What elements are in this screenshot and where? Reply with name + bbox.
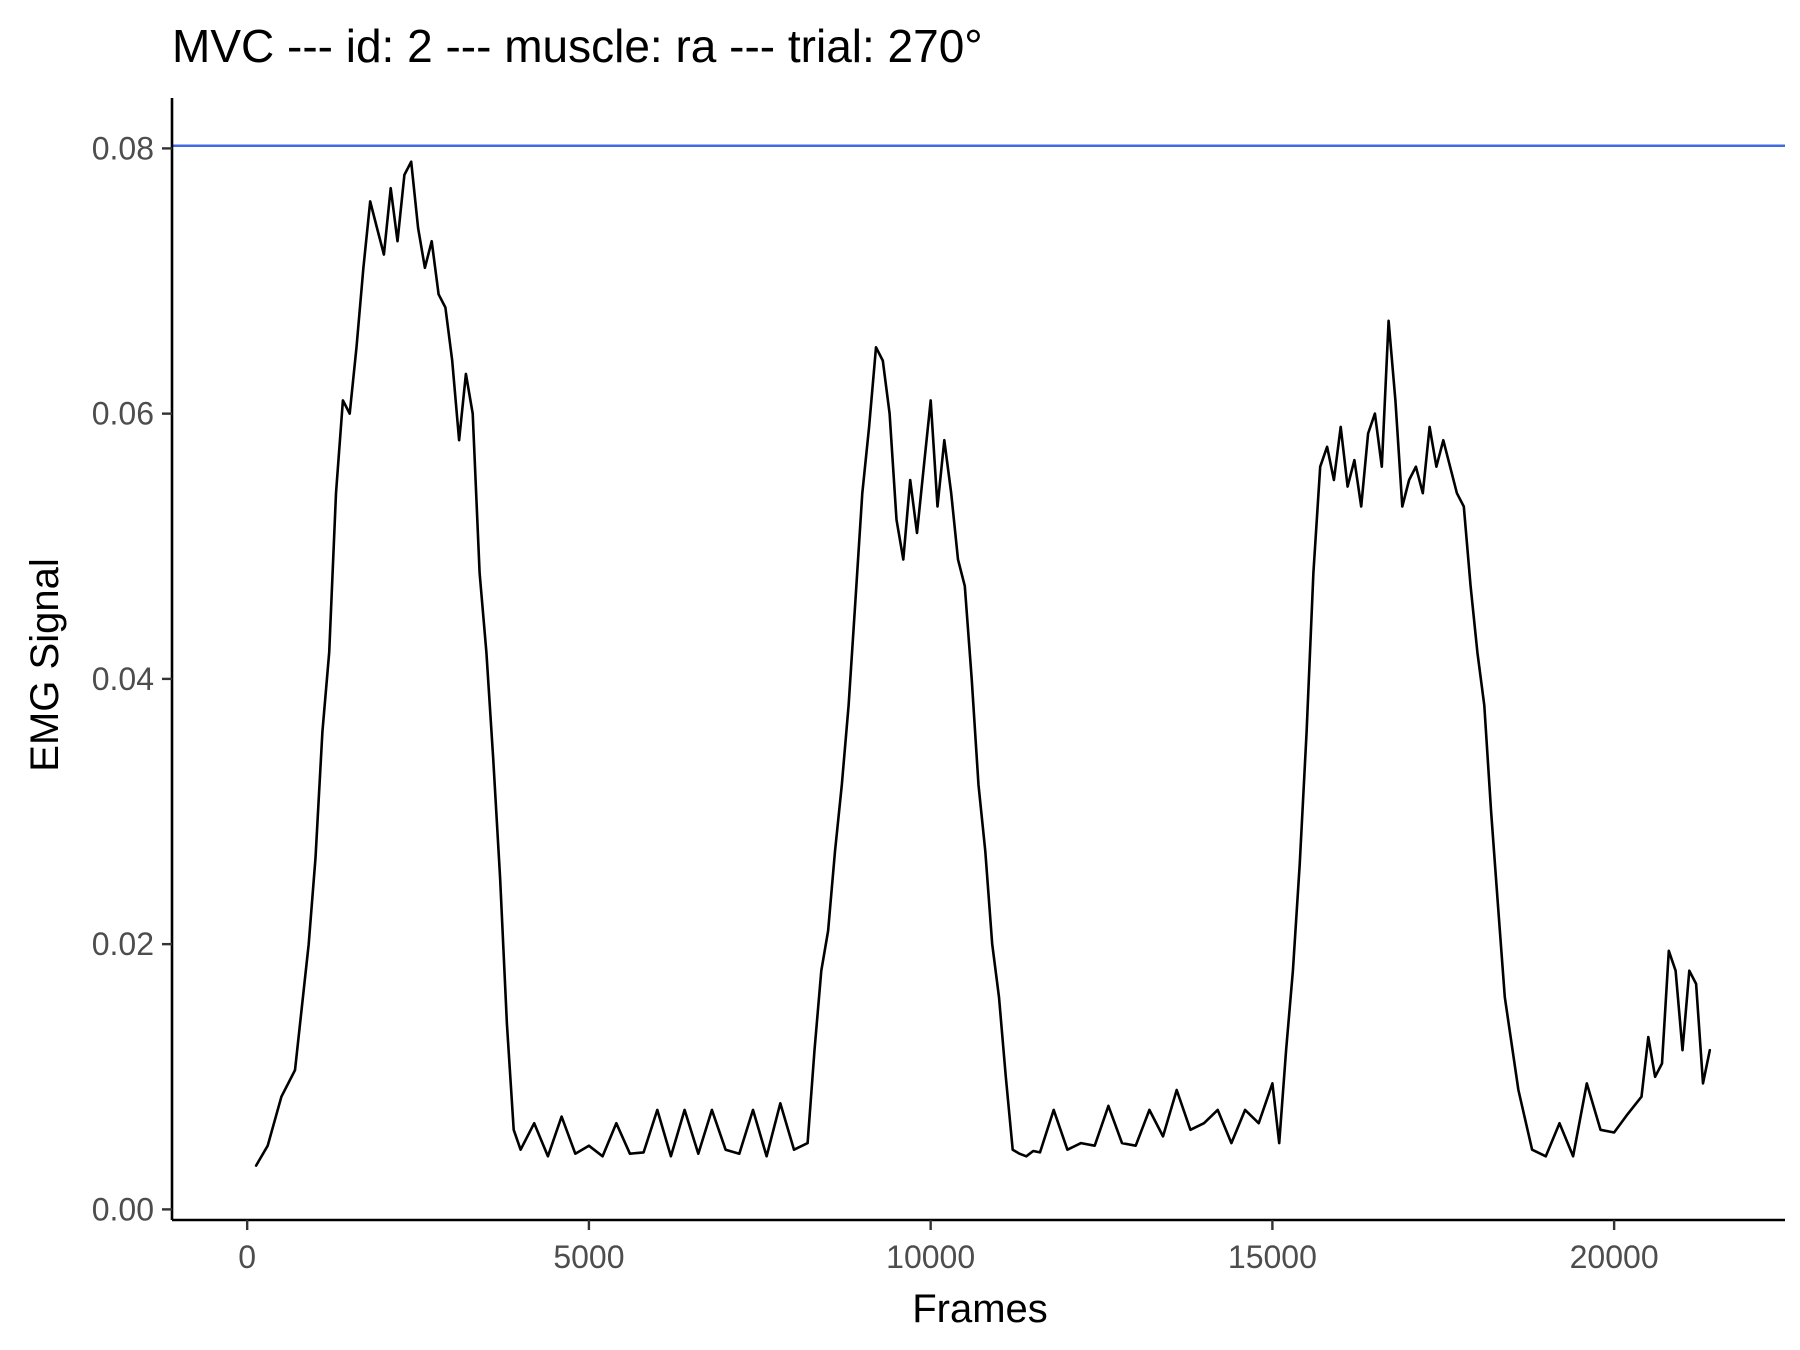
y-axis-title: EMG Signal — [23, 558, 67, 771]
axes: 0 5000 10000 15000 20000 0.00 0.02 0.04 0.06 0.08 — [92, 98, 1785, 1275]
series-line-0 — [254, 160, 1712, 1167]
chart-title: MVC --- id: 2 --- muscle: ra --- trial: … — [172, 20, 983, 72]
x-tick-label: 15000 — [1228, 1239, 1317, 1275]
x-tick-label: 5000 — [553, 1239, 624, 1275]
y-tick-label: 0.04 — [92, 661, 154, 697]
x-tick-label: 20000 — [1570, 1239, 1659, 1275]
x-tick-label: 10000 — [886, 1239, 975, 1275]
y-tick-label: 0.06 — [92, 396, 154, 432]
x-axis-title: Frames — [912, 1287, 1048, 1331]
x-tick-label: 0 — [238, 1239, 256, 1275]
plot-area — [172, 144, 1785, 1167]
y-tick-label: 0.02 — [92, 926, 154, 962]
y-tick-label: 0.00 — [92, 1191, 154, 1227]
y-tick-label: 0.08 — [92, 130, 154, 166]
